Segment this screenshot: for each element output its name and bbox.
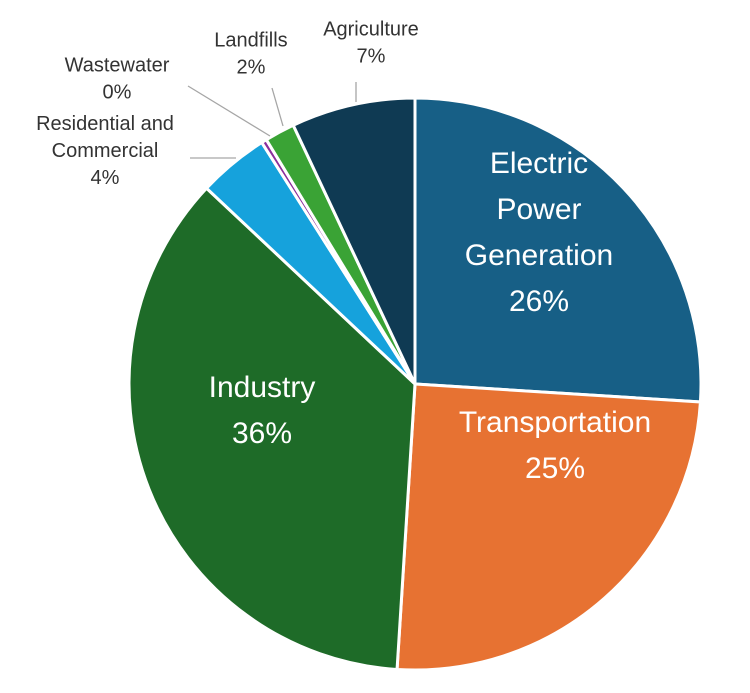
percent-label: 4% — [91, 167, 120, 189]
data-label-wastewater: Wastewater 0% — [65, 55, 170, 104]
data-label-landfills: Landfills 2% — [214, 30, 287, 79]
category-label: Agriculture — [323, 19, 419, 41]
percent-label: 7% — [357, 46, 386, 68]
category-label: Commercial — [52, 140, 159, 162]
data-label-transportation: Transportation 25% — [459, 406, 651, 485]
category-label: Industry — [209, 371, 316, 404]
data-label-agriculture: Agriculture 7% — [323, 19, 419, 68]
pie-slice-transportation — [395, 382, 703, 672]
category-label: Wastewater — [65, 55, 170, 77]
leader-line-landfills — [271, 87, 284, 127]
percent-label: 26% — [509, 285, 569, 318]
data-label-electric-power-generation: Electric Power Generation 26% — [465, 147, 613, 318]
category-label: Generation — [465, 239, 613, 272]
category-label: Power — [496, 193, 581, 226]
percent-label: 0% — [103, 82, 132, 104]
percent-label: 2% — [237, 57, 266, 79]
data-label-residential-and-commercial: Residential and Commercial 4% — [36, 113, 174, 189]
category-label: Transportation — [459, 406, 651, 439]
pie-slice-agriculture — [291, 96, 417, 385]
percent-label: 25% — [525, 452, 585, 485]
pie-slice-industry — [127, 186, 417, 672]
percent-label: 36% — [232, 417, 292, 450]
pie-slice-electric-power-generation — [413, 96, 703, 404]
category-label: Residential and — [36, 113, 174, 135]
leader-line-wastewater — [187, 85, 271, 137]
category-label: Landfills — [214, 30, 287, 52]
category-label: Electric — [490, 147, 588, 180]
data-label-industry: Industry 36% — [209, 371, 316, 450]
